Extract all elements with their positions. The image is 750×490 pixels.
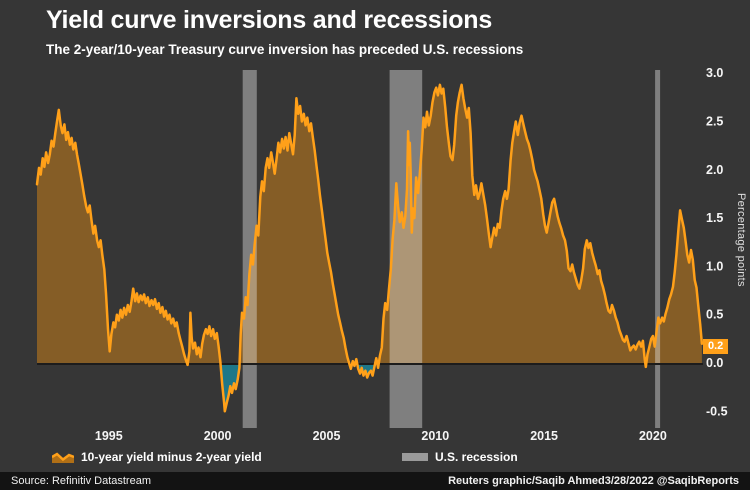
x-tick-label: 2000 <box>204 429 232 443</box>
y-tick-label: 1.0 <box>706 259 723 273</box>
footer-bar: Source: Refinitiv Datastream Reuters gra… <box>0 472 750 490</box>
x-tick-label: 2010 <box>421 429 449 443</box>
y-tick-label: 3.0 <box>706 66 723 80</box>
y-tick-label: -0.5 <box>706 404 728 418</box>
y-tick-label: 0.5 <box>706 308 723 322</box>
credit-text: Reuters graphic/Saqib Ahmed3/28/2022 @Sa… <box>448 475 739 487</box>
y-tick-label: 2.5 <box>706 115 723 129</box>
recession-swatch-icon <box>402 453 428 461</box>
legend-item-recession: U.S. recession <box>402 450 518 464</box>
y-axis-title: Percentage points <box>735 193 747 287</box>
spread-area-positive <box>37 84 702 364</box>
x-tick-label: 2005 <box>313 429 341 443</box>
legend-recession-label: U.S. recession <box>435 450 518 464</box>
source-text: Source: Refinitiv Datastream <box>11 475 151 487</box>
spread-line <box>35 83 704 413</box>
last-value-badge: 0.2 <box>703 339 729 354</box>
legend-series-label: 10-year yield minus 2-year yield <box>81 450 262 464</box>
legend: 10-year yield minus 2-year yield U.S. re… <box>0 450 750 470</box>
area-series-swatch-icon <box>52 451 74 463</box>
recession-band <box>655 70 661 428</box>
x-tick-label: 2015 <box>530 429 558 443</box>
spread-area-negative <box>37 363 702 412</box>
x-tick-label: 1995 <box>95 429 123 443</box>
x-tick-label: 2020 <box>639 429 667 443</box>
y-tick-label: 2.0 <box>706 163 723 177</box>
page-title: Yield curve inversions and recessions <box>46 6 493 34</box>
recession-band <box>242 70 257 428</box>
y-tick-label: 0.0 <box>706 356 723 370</box>
y-tick-label: 1.5 <box>706 211 723 225</box>
legend-item-series: 10-year yield minus 2-year yield <box>52 450 262 464</box>
recession-band <box>389 70 423 428</box>
chart-subtitle: The 2-year/10-year Treasury curve invers… <box>46 42 524 57</box>
